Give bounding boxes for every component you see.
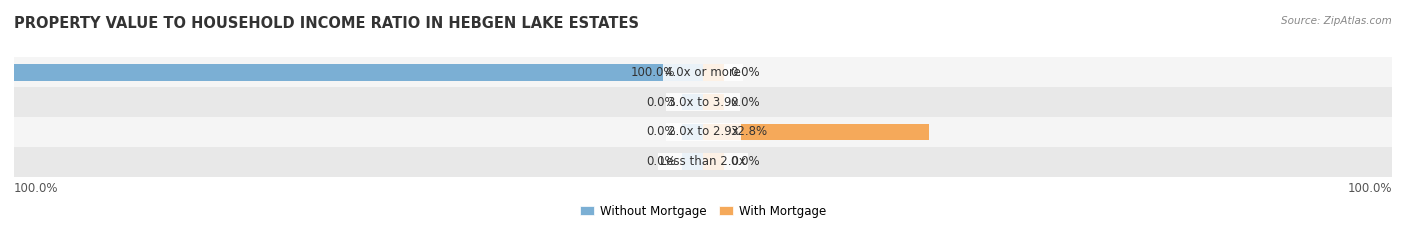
Text: Source: ZipAtlas.com: Source: ZipAtlas.com <box>1281 16 1392 26</box>
Text: 100.0%: 100.0% <box>1347 182 1392 195</box>
Text: 0.0%: 0.0% <box>645 155 675 168</box>
Bar <box>14 57 1392 87</box>
Text: 2.0x to 2.9x: 2.0x to 2.9x <box>668 125 738 138</box>
Text: 0.0%: 0.0% <box>731 66 761 79</box>
Legend: Without Mortgage, With Mortgage: Without Mortgage, With Mortgage <box>575 200 831 223</box>
Text: 0.0%: 0.0% <box>645 125 675 138</box>
Text: 100.0%: 100.0% <box>14 182 59 195</box>
Text: 3.0x to 3.9x: 3.0x to 3.9x <box>668 96 738 109</box>
Bar <box>682 154 703 170</box>
Text: 100.0%: 100.0% <box>631 66 675 79</box>
Bar <box>682 94 703 110</box>
Text: 4.0x or more: 4.0x or more <box>665 66 741 79</box>
Text: 32.8%: 32.8% <box>731 125 768 138</box>
Bar <box>14 147 1392 177</box>
Bar <box>703 154 724 170</box>
Bar <box>703 124 929 140</box>
Text: 0.0%: 0.0% <box>731 96 761 109</box>
Text: 0.0%: 0.0% <box>731 155 761 168</box>
Bar <box>703 94 724 110</box>
Text: PROPERTY VALUE TO HOUSEHOLD INCOME RATIO IN HEBGEN LAKE ESTATES: PROPERTY VALUE TO HOUSEHOLD INCOME RATIO… <box>14 16 640 31</box>
Text: 0.0%: 0.0% <box>645 96 675 109</box>
Bar <box>703 64 724 80</box>
Bar <box>682 124 703 140</box>
Bar <box>14 64 703 80</box>
Bar <box>14 87 1392 117</box>
Bar <box>682 64 703 80</box>
Bar <box>703 124 724 140</box>
Text: Less than 2.0x: Less than 2.0x <box>659 155 747 168</box>
Bar <box>14 117 1392 147</box>
